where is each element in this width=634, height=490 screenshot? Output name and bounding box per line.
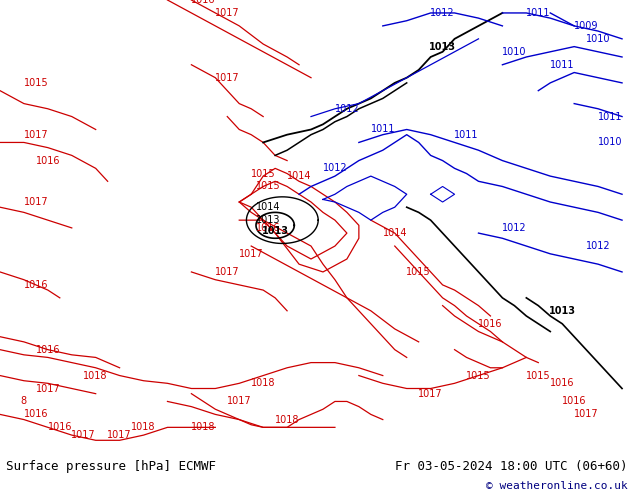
Text: 1009: 1009 bbox=[574, 21, 598, 31]
Text: 1017: 1017 bbox=[239, 249, 264, 259]
Text: Fr 03-05-2024 18:00 UTC (06+60): Fr 03-05-2024 18:00 UTC (06+60) bbox=[395, 460, 628, 473]
Text: 1016: 1016 bbox=[550, 378, 574, 388]
Text: 1012: 1012 bbox=[586, 241, 611, 251]
Text: 1011: 1011 bbox=[598, 112, 623, 122]
Text: 1013: 1013 bbox=[548, 306, 576, 316]
Text: 1017: 1017 bbox=[107, 430, 132, 440]
Text: 1012: 1012 bbox=[502, 223, 527, 233]
Text: 1017: 1017 bbox=[215, 267, 240, 277]
Text: 1015: 1015 bbox=[406, 267, 431, 277]
Text: 1014: 1014 bbox=[256, 202, 280, 212]
Text: 1011: 1011 bbox=[526, 8, 550, 18]
Text: 1015: 1015 bbox=[256, 181, 280, 192]
Text: 1017: 1017 bbox=[418, 389, 443, 399]
Text: 1016: 1016 bbox=[23, 280, 48, 290]
Text: 1018: 1018 bbox=[131, 422, 156, 432]
Text: 1017: 1017 bbox=[36, 384, 60, 393]
Text: 1016: 1016 bbox=[23, 410, 48, 419]
Text: 1015: 1015 bbox=[23, 78, 48, 88]
Text: © weatheronline.co.uk: © weatheronline.co.uk bbox=[486, 481, 628, 490]
Text: 1013: 1013 bbox=[429, 42, 456, 51]
Text: 1017: 1017 bbox=[23, 130, 48, 140]
Text: 1017: 1017 bbox=[72, 430, 96, 440]
Text: 1013: 1013 bbox=[256, 215, 280, 225]
Text: 1016: 1016 bbox=[191, 0, 216, 5]
Text: 1017: 1017 bbox=[215, 73, 240, 83]
Text: 1015: 1015 bbox=[526, 370, 550, 381]
Text: 1014: 1014 bbox=[382, 228, 407, 238]
Text: 1018: 1018 bbox=[191, 422, 216, 432]
Text: 1017: 1017 bbox=[227, 396, 252, 406]
Text: 1010: 1010 bbox=[586, 34, 611, 44]
Text: 1015: 1015 bbox=[466, 370, 491, 381]
Text: 1011: 1011 bbox=[455, 130, 479, 140]
Text: 1014: 1014 bbox=[287, 171, 311, 181]
Text: 1012: 1012 bbox=[335, 104, 359, 114]
Text: 1015: 1015 bbox=[251, 169, 276, 178]
Text: 1011: 1011 bbox=[550, 60, 574, 70]
Text: 1017: 1017 bbox=[23, 197, 48, 207]
Text: 1018: 1018 bbox=[251, 378, 275, 388]
Text: 1016: 1016 bbox=[478, 319, 503, 329]
Text: 1018: 1018 bbox=[84, 370, 108, 381]
Text: 1017: 1017 bbox=[574, 410, 598, 419]
Text: 1016: 1016 bbox=[48, 422, 72, 432]
Text: 1016: 1016 bbox=[256, 223, 280, 233]
Text: 1012: 1012 bbox=[323, 163, 347, 173]
Text: 1010: 1010 bbox=[502, 47, 527, 57]
Text: 1018: 1018 bbox=[275, 415, 299, 424]
Text: 1016: 1016 bbox=[36, 156, 60, 166]
Text: 1013: 1013 bbox=[262, 225, 288, 236]
Text: 1016: 1016 bbox=[562, 396, 586, 406]
Text: 1011: 1011 bbox=[370, 124, 395, 134]
Text: 1017: 1017 bbox=[215, 8, 240, 18]
Text: 1010: 1010 bbox=[598, 138, 623, 147]
Text: 1016: 1016 bbox=[36, 344, 60, 355]
Text: 8: 8 bbox=[21, 396, 27, 406]
Text: 1012: 1012 bbox=[430, 8, 455, 18]
Text: Surface pressure [hPa] ECMWF: Surface pressure [hPa] ECMWF bbox=[6, 460, 216, 473]
